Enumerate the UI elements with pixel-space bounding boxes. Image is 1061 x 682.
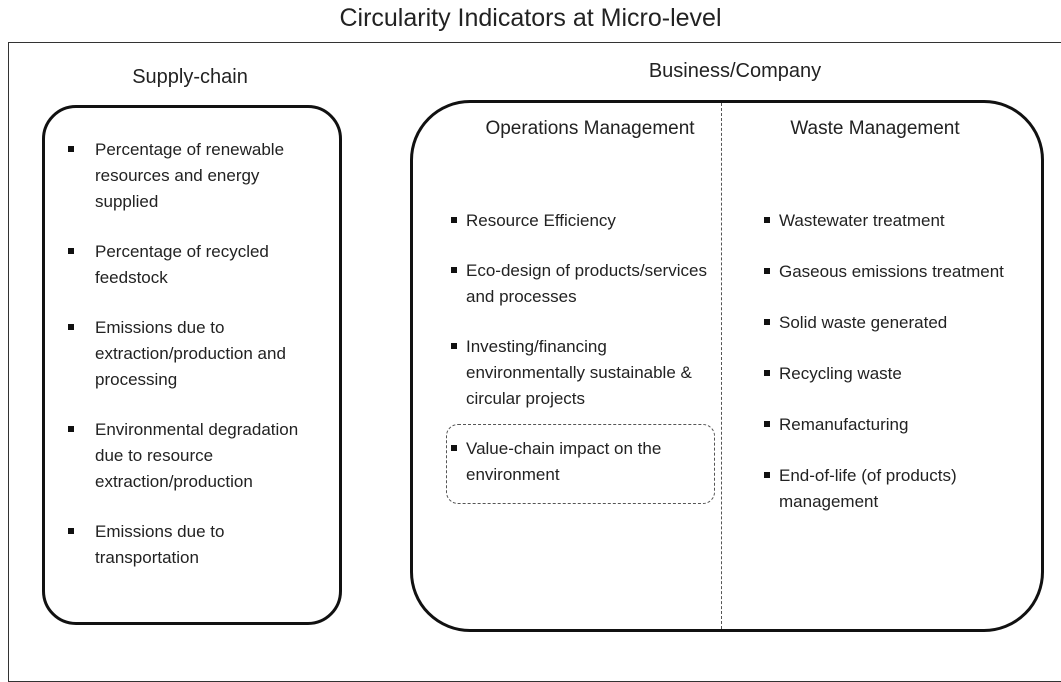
item-list: Resource Efficiency Eco-design of product…: [446, 208, 721, 512]
list-item: Investing/financing environmentally sust…: [451, 334, 721, 412]
page: {"title": "Circularity Indicators at Mic…: [8, 4, 1061, 682]
list-item: Percentage of renewable resources and en…: [68, 137, 323, 215]
list-item: Gaseous emissions treatment: [764, 259, 1004, 285]
list-item: Wastewater treatment: [764, 208, 1004, 234]
list-item: Percentage of recycled feedstock: [68, 239, 323, 291]
column-heading: Operations Management: [485, 118, 695, 139]
list-item: Recycling waste: [764, 361, 1004, 387]
list-item: Emissions due to extraction/production a…: [68, 315, 323, 393]
list-item: Environmental degradation due to resourc…: [68, 417, 323, 495]
item-list: Percentage of renewable resources and en…: [68, 137, 323, 595]
list-item: Remanufacturing: [764, 412, 1004, 438]
section-heading: Supply-chain: [132, 66, 248, 88]
section-heading: Business/Company: [648, 60, 822, 82]
supply-chain-box: [42, 105, 342, 625]
list-item: Eco-design of products/services and proc…: [451, 258, 721, 310]
business-box: [410, 100, 1044, 632]
list-item: Resource Efficiency: [451, 208, 721, 234]
list-item: Solid waste generated: [764, 310, 1004, 336]
item-list: Wastewater treatment Gaseous emissions tr…: [764, 208, 1004, 540]
list-item: Value-chain impact on the environment: [446, 424, 721, 504]
list-item: End-of-life (of products) management: [764, 463, 1004, 515]
column-divider: [721, 103, 722, 629]
list-item: Emissions due to transportation: [68, 519, 323, 571]
column-heading: Waste Management: [790, 118, 960, 139]
diagram-title: Circularity Indicators at Micro-level: [339, 4, 722, 32]
